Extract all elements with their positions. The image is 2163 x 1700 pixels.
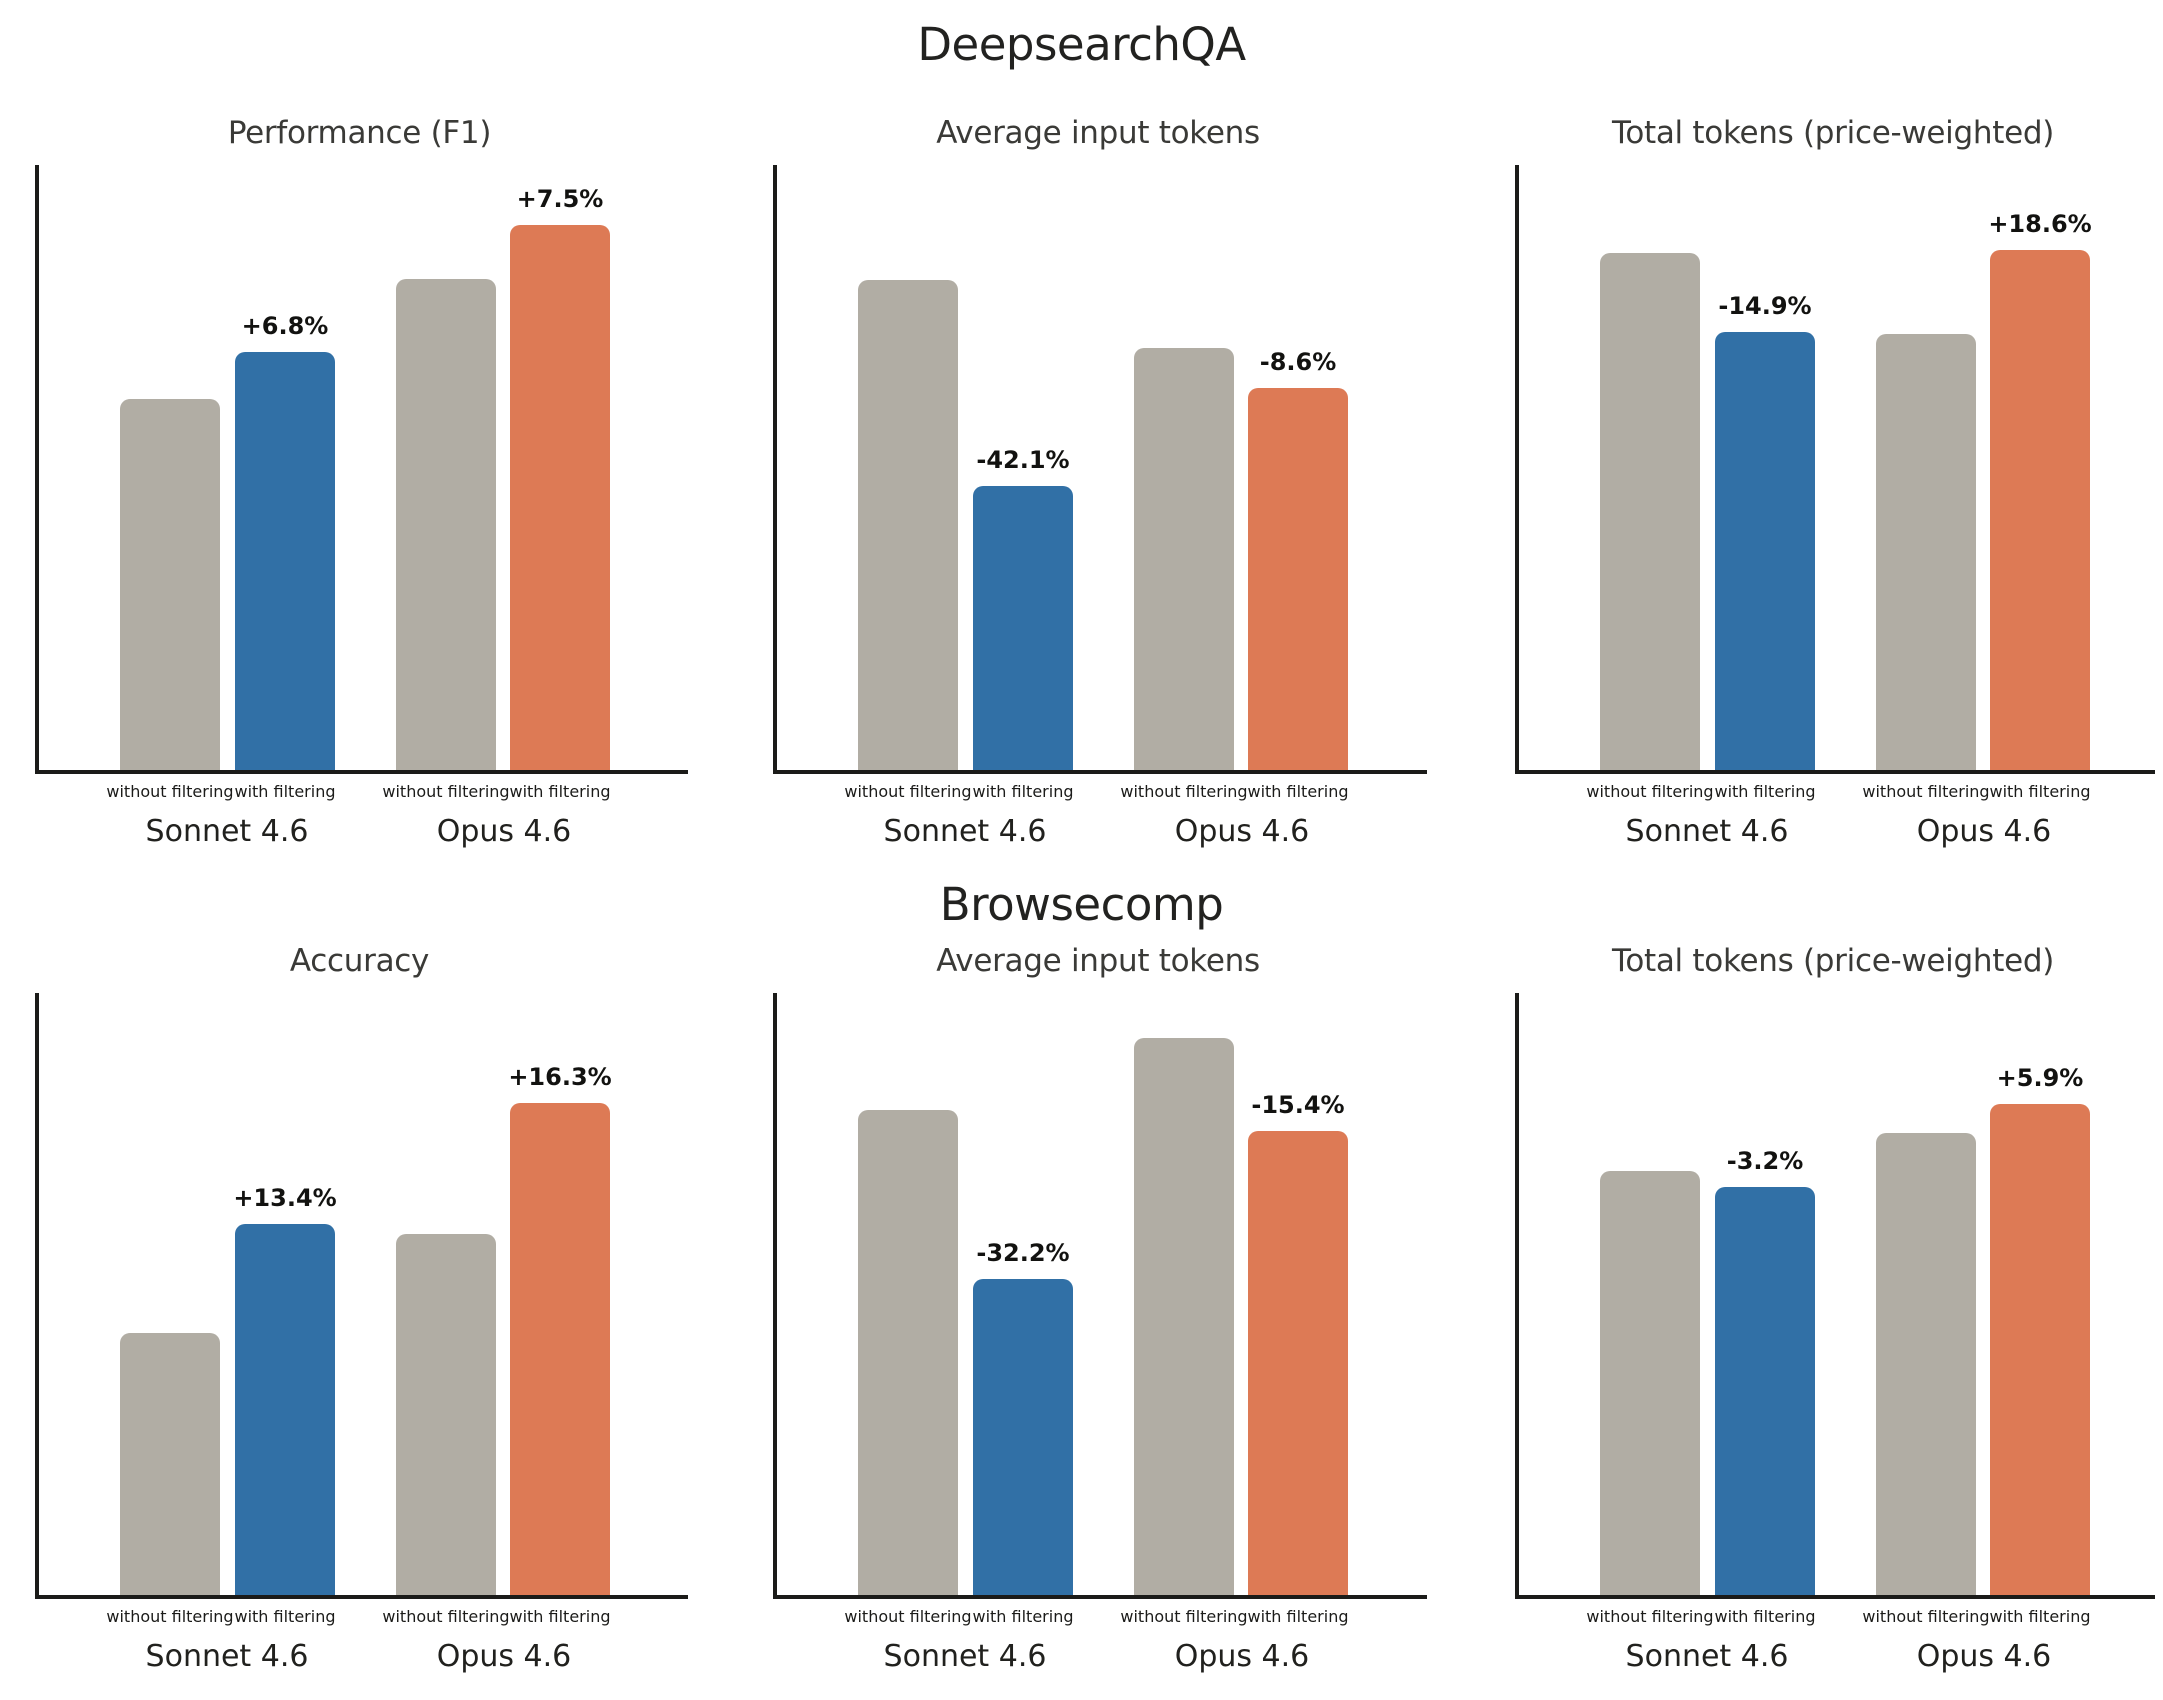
- chart-title: Average input tokens: [936, 943, 1260, 979]
- x-label-with-filtering: with filtering: [234, 782, 336, 801]
- x-label-without-filtering: without filtering: [1586, 782, 1714, 801]
- x-label-without-filtering: without filtering: [382, 1607, 510, 1626]
- x-label-with-filtering: with filtering: [972, 782, 1074, 801]
- bar-sonnet-4-6-with-filtering: [1715, 332, 1815, 770]
- annotation-sonnet-4-6-delta: -14.9%: [1718, 292, 1812, 320]
- bar-opus-4-6-without-filtering: [1134, 348, 1234, 770]
- group-label-opus-4-6: Opus 4.6: [1174, 1639, 1310, 1674]
- x-label-with-filtering: with filtering: [972, 1607, 1074, 1626]
- bar-opus-4-6-without-filtering: [396, 279, 496, 770]
- bar-opus-4-6-with-filtering: [510, 225, 610, 770]
- group-label-sonnet-4-6: Sonnet 4.6: [145, 814, 309, 849]
- x-label-without-filtering: without filtering: [382, 782, 510, 801]
- plot-area: without filtering with filtering -14.9% Son…: [1515, 165, 2155, 849]
- chart-browsecomp-accuracy: Accuracy without filtering with filtering +…: [35, 943, 688, 1700]
- bar-sonnet-4-6-without-filtering: [1600, 1171, 1700, 1595]
- group-label-sonnet-4-6: Sonnet 4.6: [1625, 1639, 1789, 1674]
- chart-browsecomp-average-input-tokens: Average input tokens without filtering wit…: [773, 943, 1427, 1700]
- bar-sonnet-4-6-with-filtering: [1715, 1187, 1815, 1595]
- x-label-without-filtering: without filtering: [106, 1607, 234, 1626]
- section-title-browsecomp: Browsecomp: [939, 878, 1224, 931]
- plot-area: without filtering with filtering -32.2% Son…: [773, 993, 1427, 1674]
- bar-sonnet-4-6-without-filtering: [858, 1110, 958, 1595]
- bar-opus-4-6-with-filtering: [1248, 1131, 1348, 1595]
- annotation-opus-4-6-delta: -8.6%: [1259, 348, 1337, 376]
- x-label-with-filtering: with filtering: [234, 1607, 336, 1626]
- bar-opus-4-6-with-filtering: [510, 1103, 610, 1595]
- bar-opus-4-6-without-filtering: [1876, 1133, 1976, 1595]
- chart-title: Total tokens (price-weighted): [1611, 943, 2055, 979]
- annotation-sonnet-4-6-delta: +6.8%: [241, 312, 329, 340]
- annotation-opus-4-6-delta: +18.6%: [1988, 210, 2092, 238]
- chart-title: Accuracy: [289, 943, 430, 979]
- x-label-without-filtering: without filtering: [844, 782, 972, 801]
- x-label-with-filtering: with filtering: [1247, 782, 1349, 801]
- chart-deepsearchqa-total-tokens-price-weighted: Total tokens (price-weighted) without fil…: [1515, 115, 2155, 900]
- annotation-opus-4-6-delta: +5.9%: [1996, 1064, 2084, 1092]
- x-label-without-filtering: without filtering: [1120, 782, 1248, 801]
- group-label-sonnet-4-6: Sonnet 4.6: [145, 1639, 309, 1674]
- x-label-with-filtering: with filtering: [509, 1607, 611, 1626]
- bar-opus-4-6-without-filtering: [396, 1234, 496, 1595]
- bar-sonnet-4-6-without-filtering: [120, 1333, 220, 1595]
- bar-sonnet-4-6-with-filtering: [235, 1224, 335, 1595]
- chart-title: Average input tokens: [936, 115, 1260, 151]
- annotation-opus-4-6-delta: -15.4%: [1251, 1091, 1345, 1119]
- chart-title: Performance (F1): [227, 115, 492, 151]
- group-label-opus-4-6: Opus 4.6: [1916, 1639, 2052, 1674]
- annotation-sonnet-4-6-delta: -3.2%: [1726, 1147, 1804, 1175]
- chart-deepsearchqa-performance-f1: Performance (F1) without filtering with fi…: [35, 115, 688, 900]
- bar-opus-4-6-with-filtering: [1248, 388, 1348, 770]
- bar-opus-4-6-without-filtering: [1134, 1038, 1234, 1595]
- x-label-without-filtering: without filtering: [1862, 1607, 1990, 1626]
- group-label-sonnet-4-6: Sonnet 4.6: [883, 1639, 1047, 1674]
- annotation-opus-4-6-delta: +7.5%: [516, 185, 604, 213]
- bar-sonnet-4-6-without-filtering: [1600, 253, 1700, 770]
- x-label-without-filtering: without filtering: [1586, 1607, 1714, 1626]
- x-label-with-filtering: with filtering: [1714, 1607, 1816, 1626]
- x-label-without-filtering: without filtering: [1120, 1607, 1248, 1626]
- group-label-opus-4-6: Opus 4.6: [1174, 814, 1310, 849]
- group-label-sonnet-4-6: Sonnet 4.6: [1625, 814, 1789, 849]
- bar-opus-4-6-with-filtering: [1990, 250, 2090, 770]
- group-label-opus-4-6: Opus 4.6: [436, 814, 572, 849]
- plot-area: without filtering with filtering +13.4% Son…: [35, 993, 688, 1674]
- x-label-with-filtering: with filtering: [509, 782, 611, 801]
- plot-area: without filtering with filtering -42.1% Son…: [773, 165, 1427, 849]
- group-label-opus-4-6: Opus 4.6: [1916, 814, 2052, 849]
- x-label-without-filtering: without filtering: [106, 782, 234, 801]
- x-label-with-filtering: with filtering: [1989, 1607, 2091, 1626]
- x-label-with-filtering: with filtering: [1989, 782, 2091, 801]
- annotation-sonnet-4-6-delta: +13.4%: [233, 1184, 337, 1212]
- bar-sonnet-4-6-without-filtering: [858, 280, 958, 770]
- x-label-with-filtering: with filtering: [1714, 782, 1816, 801]
- section-title-deepsearchqa: DeepsearchQA: [917, 18, 1246, 71]
- chart-title: Total tokens (price-weighted): [1611, 115, 2055, 151]
- plot-area: without filtering with filtering -3.2% Sonn…: [1515, 993, 2155, 1674]
- chart-browsecomp-total-tokens-price-weighted: Total tokens (price-weighted) without fil…: [1515, 943, 2155, 1700]
- annotation-sonnet-4-6-delta: -32.2%: [976, 1239, 1070, 1267]
- bar-sonnet-4-6-with-filtering: [235, 352, 335, 770]
- bar-sonnet-4-6-without-filtering: [120, 399, 220, 770]
- bar-opus-4-6-with-filtering: [1990, 1104, 2090, 1595]
- bar-sonnet-4-6-with-filtering: [973, 486, 1073, 770]
- chart-deepsearchqa-average-input-tokens: Average input tokens without filtering wit…: [773, 115, 1427, 900]
- x-label-without-filtering: without filtering: [844, 1607, 972, 1626]
- annotation-opus-4-6-delta: +16.3%: [508, 1063, 612, 1091]
- group-label-opus-4-6: Opus 4.6: [436, 1639, 572, 1674]
- x-label-without-filtering: without filtering: [1862, 782, 1990, 801]
- x-label-with-filtering: with filtering: [1247, 1607, 1349, 1626]
- plot-area: without filtering with filtering +6.8% Sonn…: [35, 165, 688, 849]
- bar-sonnet-4-6-with-filtering: [973, 1279, 1073, 1595]
- annotation-sonnet-4-6-delta: -42.1%: [976, 446, 1070, 474]
- bar-opus-4-6-without-filtering: [1876, 334, 1976, 770]
- group-label-sonnet-4-6: Sonnet 4.6: [883, 814, 1047, 849]
